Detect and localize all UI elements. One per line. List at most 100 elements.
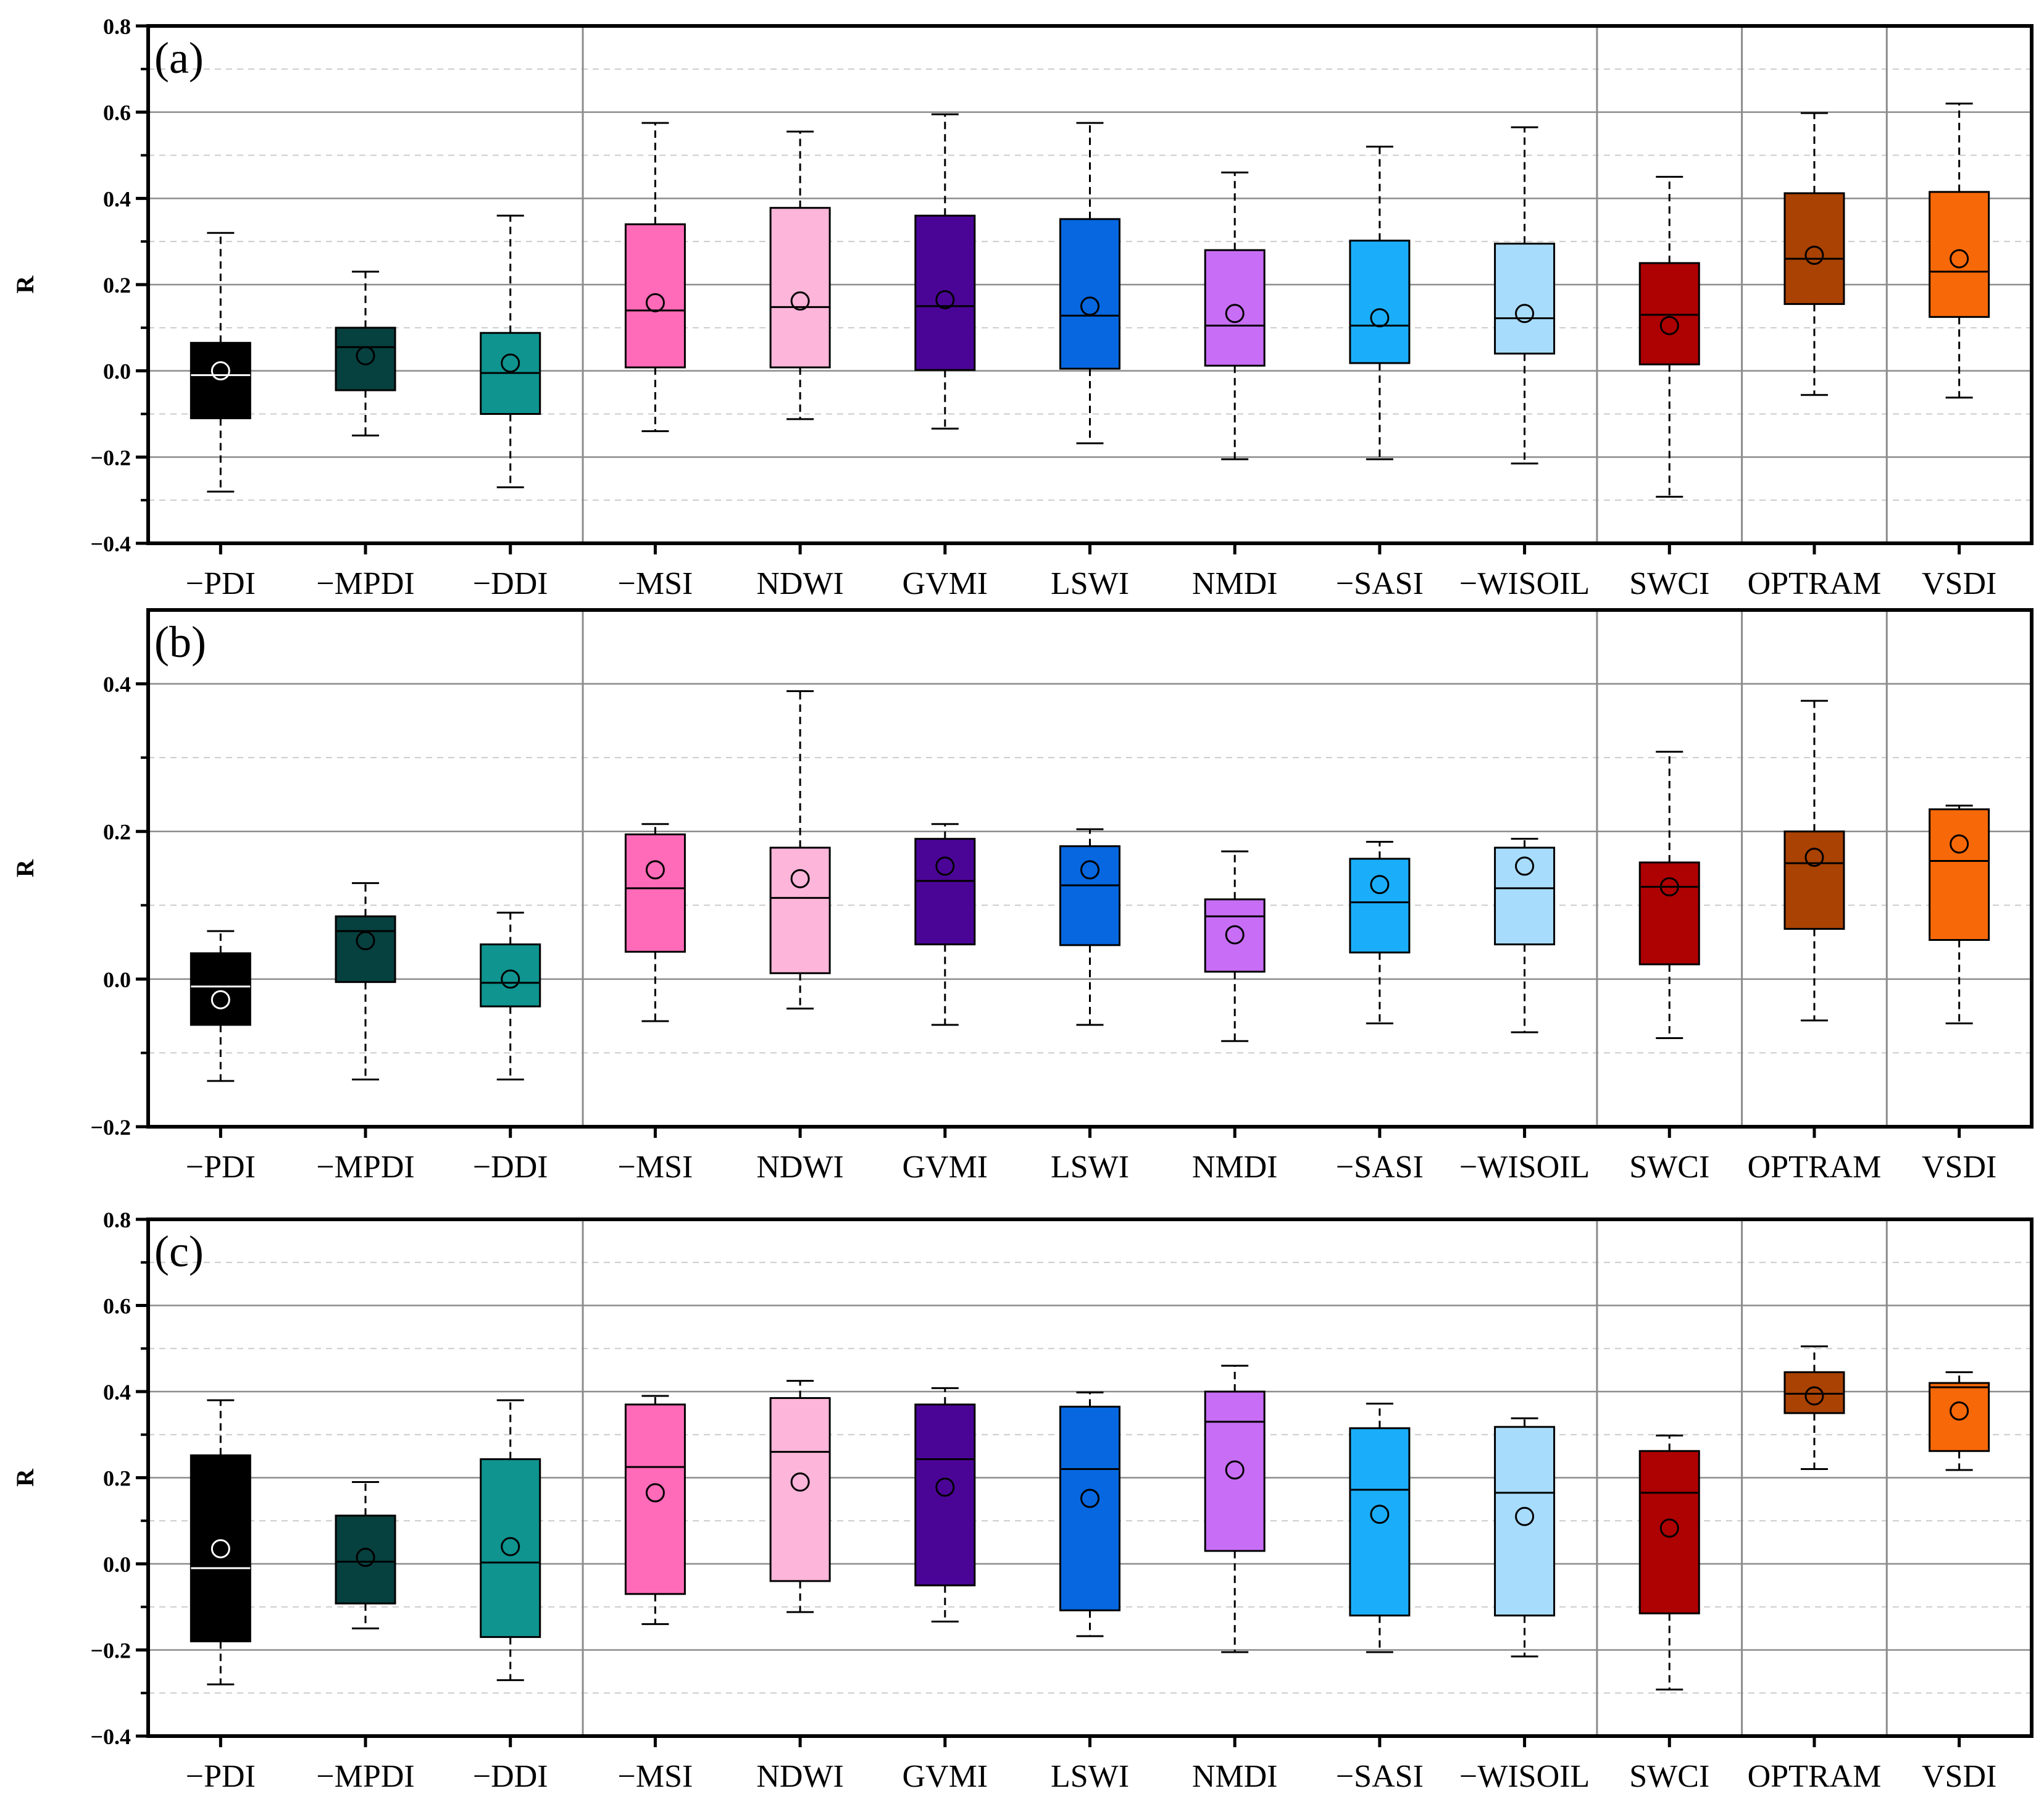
- mean-marker: [501, 969, 520, 989]
- box-iqr: [914, 214, 976, 371]
- mean-marker: [211, 1539, 230, 1559]
- box-neg-msi: [624, 1395, 686, 1626]
- box-iqr: [190, 1454, 251, 1643]
- mean-marker: [1659, 315, 1679, 335]
- x-tick-label: NMDI: [1192, 1759, 1278, 1794]
- y-axis-title: R: [11, 1468, 39, 1487]
- x-tick-label: −MPDI: [316, 566, 414, 601]
- box-neg-sasi: [1349, 1403, 1411, 1653]
- box-ndwi: [769, 1380, 831, 1613]
- mean-marker: [1225, 304, 1245, 324]
- y-tick-label: 0.0: [103, 1552, 131, 1577]
- box-neg-sasi: [1349, 146, 1411, 461]
- x-tick-label: −WISOIL: [1459, 1150, 1590, 1185]
- mean-marker: [1659, 877, 1679, 896]
- box-iqr: [769, 1397, 831, 1582]
- box-iqr: [1204, 898, 1266, 973]
- box-iqr: [1349, 1427, 1411, 1617]
- box-iqr: [1349, 240, 1411, 364]
- x-tick-label: NMDI: [1192, 566, 1278, 601]
- y-tick-label: 0.2: [103, 820, 131, 845]
- box-neg-pdi: [190, 232, 251, 493]
- y-tick-label: −0.4: [90, 1724, 131, 1749]
- box-iqr: [190, 341, 251, 419]
- box-ndwi: [769, 130, 831, 420]
- x-tick-label: −PDI: [186, 1759, 256, 1794]
- box-lswi: [1059, 122, 1120, 445]
- y-axis-title: R: [11, 275, 39, 293]
- x-tick-label: −MSI: [618, 566, 693, 601]
- x-tick-label: −DDI: [473, 1150, 548, 1185]
- box-iqr: [1929, 1382, 1990, 1452]
- y-tick-label: 0.0: [103, 359, 131, 384]
- box-neg-pdi: [190, 1399, 251, 1685]
- box-lswi: [1059, 828, 1120, 1026]
- box-iqr: [1059, 1405, 1120, 1611]
- x-tick-label: −DDI: [473, 566, 548, 601]
- box-gvmi: [914, 1387, 976, 1622]
- x-tick-label: −DDI: [473, 1759, 548, 1794]
- box-neg-ddi: [480, 911, 541, 1080]
- x-tick-label: SWCI: [1629, 566, 1709, 601]
- y-tick-label: 0.8: [103, 14, 131, 39]
- y-tick-label: −0.4: [90, 532, 131, 556]
- mean-marker: [1080, 1489, 1099, 1508]
- x-tick-label: GVMI: [902, 566, 988, 601]
- box-neg-sasi: [1349, 840, 1411, 1025]
- box-iqr: [624, 1403, 686, 1595]
- box-iqr: [335, 327, 396, 391]
- mean-marker: [501, 1537, 520, 1556]
- box-iqr: [1494, 243, 1556, 355]
- box-iqr: [914, 838, 976, 946]
- mean-marker: [1515, 1506, 1535, 1526]
- mean-marker: [1950, 1401, 1969, 1421]
- x-tick-label: LSWI: [1051, 566, 1129, 601]
- box-neg-mpdi: [335, 882, 396, 1080]
- box-iqr: [1059, 845, 1120, 946]
- mean-marker: [1370, 875, 1390, 895]
- y-tick-label: 0.0: [103, 967, 131, 992]
- box-iqr: [624, 833, 686, 953]
- x-tick-label: −WISOIL: [1459, 566, 1590, 601]
- box-iqr: [1929, 191, 1990, 318]
- box-iqr: [1638, 1450, 1700, 1614]
- mean-marker: [1515, 856, 1535, 876]
- box-vsdi: [1929, 102, 1990, 399]
- box-neg-pdi: [190, 930, 251, 1082]
- box-iqr: [1349, 858, 1411, 954]
- box-iqr: [1638, 861, 1700, 966]
- box-iqr: [1783, 192, 1845, 305]
- box-iqr: [769, 846, 831, 974]
- box-neg-mpdi: [335, 1480, 396, 1630]
- panel-a: −0.4 −0.2 0.0 0.2 0.4 0.6 0.8 −PDI −MPDI −DDI −MSI…: [11, 14, 2034, 601]
- x-tick-label: VSDI: [1922, 1759, 1996, 1794]
- mean-marker: [356, 1548, 375, 1568]
- mean-marker: [1950, 249, 1969, 269]
- x-tick-label: −SASI: [1336, 566, 1424, 601]
- box-iqr: [480, 943, 541, 1008]
- box-iqr: [624, 223, 686, 369]
- mean-marker: [501, 353, 520, 373]
- mean-marker: [1080, 296, 1099, 316]
- x-tick-label: −MPDI: [316, 1150, 414, 1185]
- box-iqr: [769, 207, 831, 369]
- box-optram: [1783, 699, 1845, 1022]
- box-gvmi: [914, 113, 976, 430]
- x-tick-label: −WISOIL: [1459, 1759, 1590, 1794]
- box-iqr: [1204, 249, 1266, 367]
- box-iqr: [480, 1458, 541, 1639]
- x-tick-label: GVMI: [902, 1759, 988, 1794]
- box-vsdi: [1929, 804, 1990, 1025]
- mean-marker: [935, 290, 955, 309]
- x-tick-label: SWCI: [1629, 1759, 1709, 1794]
- y-tick-label: −0.2: [90, 445, 131, 470]
- panel-label: (a): [154, 33, 204, 83]
- box-optram: [1783, 1345, 1845, 1471]
- box-vsdi: [1929, 1371, 1990, 1471]
- box-nmdi: [1204, 850, 1266, 1042]
- x-tick-label: NDWI: [756, 566, 844, 601]
- mean-marker: [356, 346, 375, 365]
- mean-marker: [935, 856, 955, 876]
- x-tick-label: GVMI: [902, 1150, 988, 1185]
- x-tick-label: −PDI: [186, 566, 256, 601]
